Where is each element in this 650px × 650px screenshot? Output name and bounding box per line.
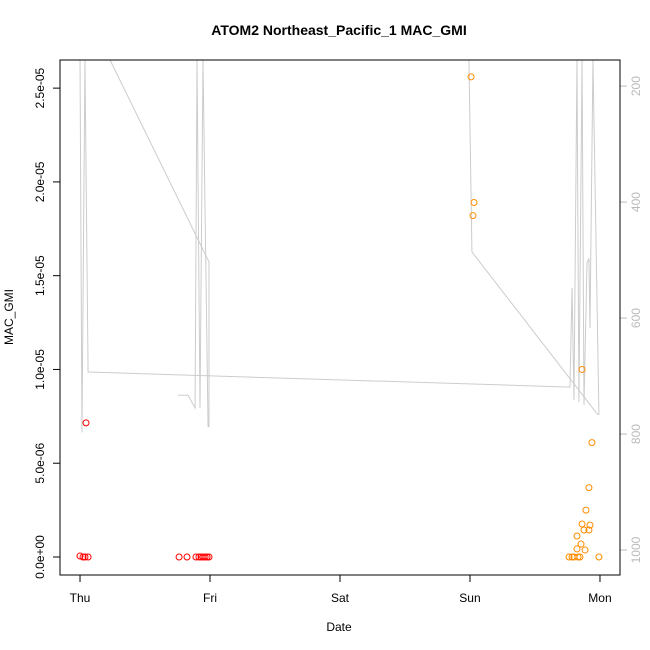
- data-point-orange: [574, 553, 582, 561]
- y-tick-label: 0.0e+00: [33, 535, 47, 579]
- x-axis-label: Date: [326, 620, 352, 634]
- data-point-red: [76, 552, 84, 560]
- chart-title: ATOM2 Northeast_Pacific_1 MAC_GMI: [211, 22, 466, 38]
- profile-line-segment: [79, 59, 600, 433]
- plot-frame: [59, 59, 621, 576]
- x-tick-label: Mon: [588, 591, 611, 605]
- data-point-orange: [573, 532, 581, 540]
- right-tick-label: 200: [629, 76, 643, 96]
- data-point-orange: [470, 199, 478, 207]
- data-point-orange: [581, 546, 589, 554]
- data-point-orange: [467, 73, 475, 81]
- data-point-orange: [576, 553, 584, 561]
- data-points: [76, 73, 603, 561]
- data-point-orange: [580, 526, 588, 534]
- data-point-red: [203, 553, 211, 561]
- x-tick-label: Thu: [70, 591, 91, 605]
- profile-line-segment: [109, 59, 210, 428]
- right-tick-label: 800: [629, 424, 643, 444]
- data-point-red: [192, 553, 200, 561]
- data-point-red: [82, 419, 90, 427]
- data-point-red: [175, 553, 183, 561]
- y-tick-label: 5.0e-06: [33, 443, 47, 484]
- x-tick-label: Sat: [331, 591, 350, 605]
- y-tick-label: 1.0e-05: [33, 349, 47, 390]
- x-tick-label: Fri: [203, 591, 217, 605]
- data-point-red: [79, 553, 87, 561]
- data-point-red: [205, 553, 213, 561]
- y-tick-label: 1.5e-05: [33, 255, 47, 296]
- right-tick-label: 600: [629, 308, 643, 328]
- profile-line-segment: [468, 59, 599, 416]
- data-point-orange: [578, 365, 586, 373]
- data-point-orange: [582, 506, 590, 514]
- data-point-orange: [588, 439, 596, 447]
- data-point-orange: [565, 553, 573, 561]
- data-point-orange: [573, 545, 581, 553]
- right-tick-label: 1000: [629, 536, 643, 563]
- data-point-orange: [585, 526, 593, 534]
- data-point-orange: [595, 553, 603, 561]
- right-tick-label: 400: [629, 192, 643, 212]
- data-point-red: [183, 553, 191, 561]
- y-tick-label: 2.5e-05: [33, 67, 47, 108]
- axes: Thu Fri Sat Sun Mon 0.0e+00 5.0e-06 1.0e-05 1.5e…: [33, 67, 643, 605]
- y-axis-label: MAC_GMI: [2, 289, 16, 345]
- data-point-orange: [578, 520, 586, 528]
- data-point-red: [201, 553, 209, 561]
- profile-line-segment: [178, 59, 209, 428]
- data-point-orange: [577, 540, 585, 548]
- data-point-red: [84, 553, 92, 561]
- data-point-orange: [585, 484, 593, 492]
- data-point-orange: [469, 212, 477, 220]
- y-tick-label: 2.0e-05: [33, 161, 47, 202]
- data-point-orange: [586, 521, 594, 529]
- profile-line: [79, 59, 600, 433]
- x-tick-label: Sun: [459, 591, 480, 605]
- data-point-red: [81, 553, 89, 561]
